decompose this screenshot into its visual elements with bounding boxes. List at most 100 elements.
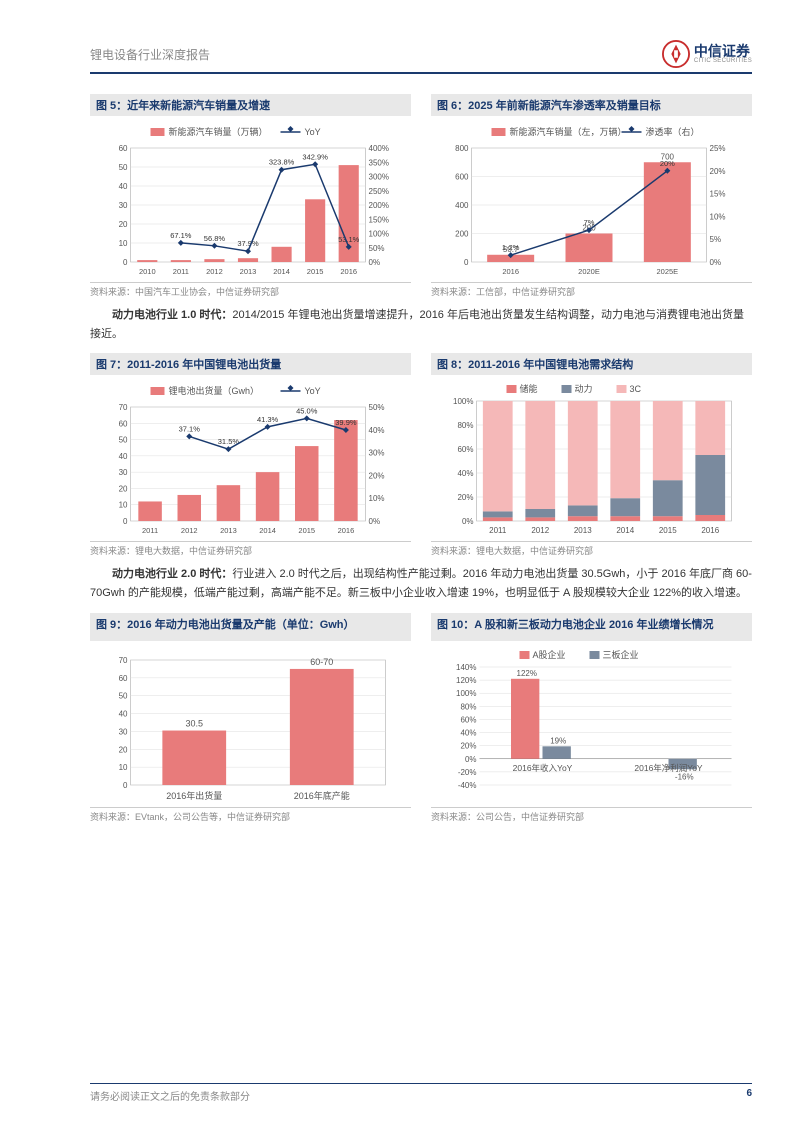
svg-text:40%: 40% [457,469,473,478]
svg-text:2016: 2016 [701,526,719,535]
svg-text:30%: 30% [369,449,385,458]
svg-text:0: 0 [123,517,128,526]
chart-8: 图 8：2011-2016 年中国锂电池需求结构 储能动力3C0%20%40%6… [431,353,752,557]
svg-text:100%: 100% [369,230,389,239]
svg-text:30: 30 [119,201,128,210]
chart-9-svg: 01020304050607030.52016年出货量60-702016年底产能 [90,645,411,805]
svg-text:50: 50 [119,436,128,445]
chart-8-svg: 储能动力3C0%20%40%60%80%100%2011201220132014… [431,379,752,539]
logo-icon [662,40,690,68]
report-title: 锂电设备行业深度报告 [90,46,210,63]
svg-text:A股企业: A股企业 [533,649,566,660]
svg-text:40: 40 [119,182,128,191]
svg-text:0%: 0% [465,755,477,764]
svg-text:50: 50 [119,691,128,700]
svg-text:-40%: -40% [458,781,477,790]
svg-text:0%: 0% [462,517,474,526]
svg-text:41.3%: 41.3% [257,415,279,424]
company-logo: 中信证券 CITIC SECURITIES [662,40,752,68]
svg-text:0: 0 [123,781,128,790]
charts-row-1: 图 5：近年来新能源汽车销量及增速 新能源汽车销量（万辆）YoY01020304… [90,94,752,298]
svg-text:20%: 20% [660,159,675,168]
svg-text:70: 70 [119,656,128,665]
svg-text:342.9%: 342.9% [302,152,328,161]
svg-text:2011: 2011 [142,526,158,535]
svg-text:-20%: -20% [458,768,477,777]
svg-text:60: 60 [119,674,128,683]
svg-text:200: 200 [455,230,469,239]
svg-text:20: 20 [119,745,128,754]
svg-text:YoY: YoY [305,386,321,396]
svg-text:50%: 50% [369,403,385,412]
paragraph-1: 动力电池行业 1.0 时代：2014/2015 年锂电池出货量增速提升，2016… [90,306,752,343]
svg-text:40%: 40% [369,426,385,435]
svg-text:2015: 2015 [298,526,315,535]
p1-bold: 动力电池行业 1.0 时代： [112,309,232,321]
svg-text:10: 10 [119,239,128,248]
svg-text:0: 0 [123,258,128,267]
svg-text:2014: 2014 [273,267,290,276]
svg-text:7%: 7% [584,218,595,227]
svg-text:10%: 10% [710,212,726,221]
svg-text:20%: 20% [457,493,473,502]
svg-text:储能: 储能 [520,383,538,394]
svg-text:400%: 400% [369,144,389,153]
svg-text:300%: 300% [369,173,389,182]
svg-text:53.1%: 53.1% [338,235,360,244]
svg-text:0%: 0% [710,258,722,267]
svg-text:2012: 2012 [206,267,223,276]
svg-text:2013: 2013 [220,526,237,535]
svg-text:60%: 60% [460,715,476,724]
chart-7-title: 图 7：2011-2016 年中国锂电池出货量 [90,353,411,375]
svg-text:15%: 15% [710,190,726,199]
chart-9-title: 图 9：2016 年动力电池出货量及产能（单位：Gwh） [90,613,411,641]
chart-5-source: 资料来源：中国汽车工业协会，中信证券研究部 [90,282,411,298]
svg-text:2014: 2014 [616,526,634,535]
svg-text:45.0%: 45.0% [296,407,318,416]
svg-text:2016: 2016 [502,267,519,276]
chart-5-title: 图 5：近年来新能源汽车销量及增速 [90,94,411,116]
svg-text:2016: 2016 [338,526,355,535]
svg-text:20%: 20% [369,472,385,481]
svg-text:0%: 0% [369,517,381,526]
chart-5: 图 5：近年来新能源汽车销量及增速 新能源汽车销量（万辆）YoY01020304… [90,94,411,298]
svg-text:2010: 2010 [139,267,156,276]
svg-text:2011: 2011 [173,267,189,276]
svg-text:新能源汽车销量（万辆）: 新能源汽车销量（万辆） [169,126,268,137]
svg-text:2016年净利润YoY: 2016年净利润YoY [634,763,703,773]
svg-text:20: 20 [119,485,128,494]
chart-10: 图 10：A 股和新三板动力电池企业 2016 年业绩增长情况 A股企业三板企业… [431,613,752,823]
chart-8-title: 图 8：2011-2016 年中国锂电池需求结构 [431,353,752,375]
logo-text-cn: 中信证券 [694,44,752,58]
svg-text:40%: 40% [460,728,476,737]
svg-text:2016年收入YoY: 2016年收入YoY [513,763,573,773]
svg-text:0: 0 [464,258,469,267]
svg-text:25%: 25% [710,144,726,153]
svg-text:323.8%: 323.8% [269,158,295,167]
charts-row-3: 图 9：2016 年动力电池出货量及产能（单位：Gwh） 01020304050… [90,613,752,823]
svg-text:20%: 20% [460,741,476,750]
svg-text:37.9%: 37.9% [237,239,259,248]
svg-text:400: 400 [455,201,469,210]
svg-text:2014: 2014 [259,526,276,535]
p2-bold: 动力电池行业 2.0 时代： [112,568,232,580]
svg-text:2015: 2015 [659,526,677,535]
svg-text:锂电池出货量（Gwh）: 锂电池出货量（Gwh） [169,385,260,396]
svg-text:80%: 80% [460,702,476,711]
svg-text:2013: 2013 [240,267,257,276]
svg-text:30.5: 30.5 [185,718,203,728]
svg-text:-16%: -16% [675,772,694,781]
chart-10-svg: A股企业三板企业-40%-20%0%20%40%60%80%100%120%14… [431,645,752,805]
svg-text:600: 600 [455,173,469,182]
svg-text:3C: 3C [630,384,642,394]
svg-text:40: 40 [119,452,128,461]
svg-text:60-70: 60-70 [310,657,333,667]
svg-text:39.9%: 39.9% [335,418,357,427]
chart-9: 图 9：2016 年动力电池出货量及产能（单位：Gwh） 01020304050… [90,613,411,823]
svg-text:200%: 200% [369,201,389,210]
svg-text:20%: 20% [710,167,726,176]
chart-6-source: 资料来源：工信部，中信证券研究部 [431,282,752,298]
svg-text:2012: 2012 [181,526,198,535]
svg-text:1-2%: 1-2% [502,243,520,252]
logo-text-en: CITIC SECURITIES [694,58,752,64]
